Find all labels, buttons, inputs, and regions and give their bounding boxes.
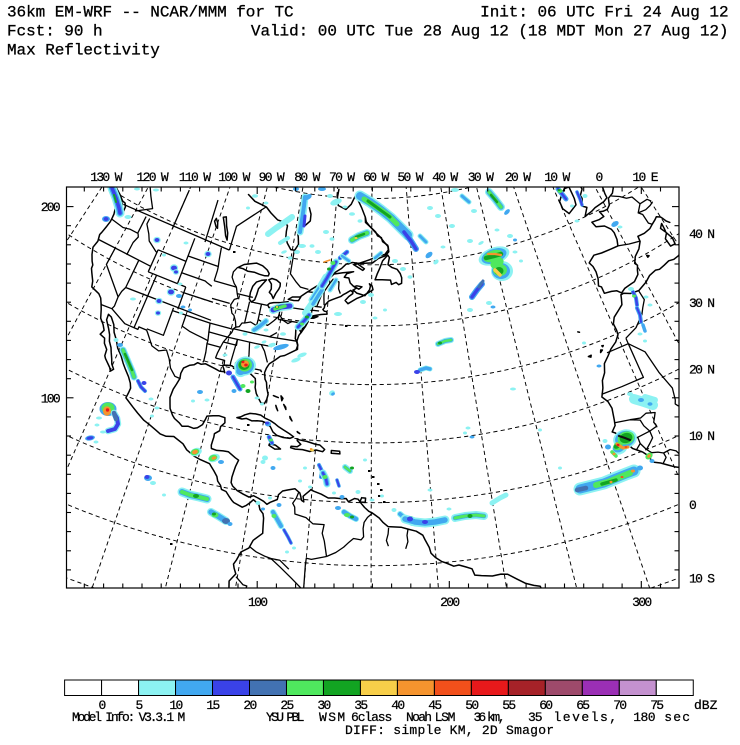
svg-text:130 W: 130 W [90, 170, 122, 185]
svg-text:40 N: 40 N [689, 227, 714, 242]
svg-text:km,: km, [487, 710, 503, 725]
svg-text:110 W: 110 W [179, 170, 211, 185]
svg-text:sec: sec [664, 710, 691, 725]
svg-text:dBZ: dBZ [694, 698, 718, 713]
svg-text:55: 55 [502, 698, 515, 713]
svg-text:100: 100 [41, 391, 60, 406]
svg-text:Fcst: 90 h: Fcst: 90 h [7, 23, 103, 41]
svg-text:75: 75 [650, 698, 663, 713]
svg-text:DIFF: simple KM, 2D Smagor: DIFF: simple KM, 2D Smagor [345, 723, 554, 738]
svg-text:36km EM-WRF -- NCAR/MMM for TC: 36km EM-WRF -- NCAR/MMM for TC [7, 4, 294, 22]
svg-text:70: 70 [613, 698, 626, 713]
svg-text:15: 15 [206, 698, 219, 713]
svg-text:5: 5 [136, 698, 143, 713]
svg-text:60: 60 [539, 698, 552, 713]
svg-text:YSU PBL: YSU PBL [266, 710, 304, 725]
svg-text:50 W: 50 W [397, 170, 423, 185]
svg-text:120 W: 120 W [137, 170, 169, 185]
svg-text:20 N: 20 N [689, 363, 714, 378]
svg-text:6class: 6class [351, 710, 392, 725]
svg-text:0: 0 [99, 698, 106, 713]
svg-text:20 W: 20 W [505, 170, 531, 185]
svg-text:0: 0 [689, 498, 696, 513]
svg-text:45: 45 [428, 698, 441, 713]
svg-text:40 W: 40 W [432, 170, 458, 185]
svg-text:30 W: 30 W [468, 170, 494, 185]
svg-text:0: 0 [595, 170, 602, 185]
svg-text:100: 100 [248, 595, 267, 610]
svg-text:10 W: 10 W [544, 170, 570, 185]
svg-text:LSM: LSM [435, 710, 455, 725]
svg-text:levels,: levels, [554, 710, 619, 725]
svg-text:WSM: WSM [319, 710, 347, 725]
svg-text:35: 35 [354, 698, 367, 713]
svg-text:30: 30 [317, 698, 330, 713]
svg-text:200: 200 [440, 595, 459, 610]
svg-text:300: 300 [632, 595, 651, 610]
svg-text:60 W: 60 W [363, 170, 389, 185]
svg-text:80 W: 80 W [294, 170, 320, 185]
svg-text:30 N: 30 N [689, 296, 714, 311]
svg-text:20: 20 [243, 698, 256, 713]
svg-text:Init: 06 UTC Fri 24 Aug 12: Init: 06 UTC Fri 24 Aug 12 [480, 4, 728, 22]
svg-text:25: 25 [280, 698, 293, 713]
svg-text:40: 40 [391, 698, 404, 713]
svg-text:100 W: 100 W [218, 170, 250, 185]
svg-text:35: 35 [528, 710, 542, 725]
svg-text:Model Info: V3.3.1 M: Model Info: V3.3.1 M [72, 710, 184, 725]
svg-text:10 S: 10 S [689, 571, 715, 586]
svg-text:70 W: 70 W [329, 170, 355, 185]
svg-text:Valid: 00 UTC Tue 28 Aug 12 (1: Valid: 00 UTC Tue 28 Aug 12 (18 MDT Mon … [251, 23, 729, 41]
svg-text:65: 65 [576, 698, 589, 713]
svg-text:10 N: 10 N [689, 429, 714, 444]
svg-text:200: 200 [41, 200, 60, 215]
svg-text:180: 180 [633, 710, 655, 725]
svg-text:Noah: Noah [406, 710, 431, 725]
svg-text:50: 50 [465, 698, 478, 713]
svg-text:90 W: 90 W [259, 170, 285, 185]
svg-text:10: 10 [169, 698, 182, 713]
svg-text:10 E: 10 E [632, 170, 658, 185]
svg-text:Max Reflectivity: Max Reflectivity [7, 42, 160, 60]
